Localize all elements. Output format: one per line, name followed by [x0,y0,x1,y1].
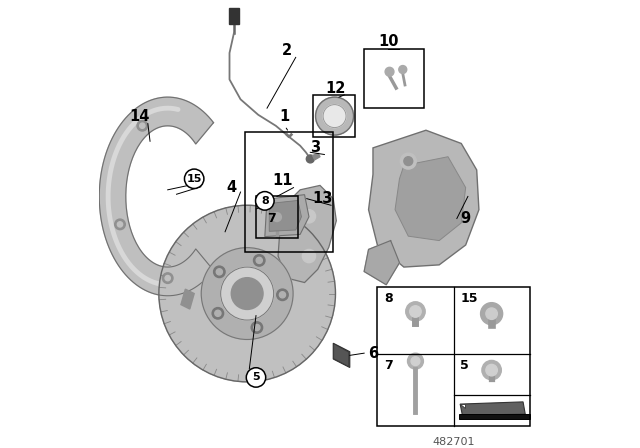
Text: 12: 12 [325,81,346,96]
Circle shape [140,123,145,129]
Polygon shape [460,402,525,415]
Circle shape [307,155,314,163]
Circle shape [231,278,263,310]
Circle shape [408,353,424,369]
Text: 15: 15 [186,174,202,184]
Text: 2: 2 [282,43,292,58]
Circle shape [410,306,421,317]
Circle shape [159,205,335,382]
Circle shape [486,364,497,376]
Circle shape [251,322,262,333]
Circle shape [201,248,293,340]
Circle shape [253,254,265,266]
Bar [364,48,424,108]
Polygon shape [99,97,214,296]
Circle shape [216,269,223,275]
Polygon shape [278,185,337,283]
Bar [228,8,239,24]
Circle shape [163,273,173,284]
Polygon shape [395,157,466,241]
Circle shape [482,361,501,380]
Text: 11: 11 [272,173,292,189]
Text: 1: 1 [280,109,290,125]
Bar [314,95,355,137]
Circle shape [411,357,420,366]
Circle shape [316,97,353,135]
Circle shape [302,210,316,223]
Text: 7: 7 [268,212,276,225]
Text: 4: 4 [227,180,237,195]
Bar [378,287,530,426]
Circle shape [481,303,502,325]
Text: 10: 10 [378,34,399,49]
Circle shape [117,222,123,227]
Circle shape [273,213,282,221]
Text: 8: 8 [261,196,269,206]
Circle shape [276,289,288,301]
Bar [459,414,531,418]
Text: 3: 3 [310,140,321,155]
Polygon shape [265,195,309,237]
Circle shape [212,308,223,319]
Circle shape [280,292,285,298]
Bar [245,133,333,252]
Circle shape [221,267,274,320]
Circle shape [323,105,346,128]
Text: 5: 5 [252,372,260,383]
Text: 5: 5 [460,359,469,372]
Text: 6: 6 [368,346,378,361]
Polygon shape [312,154,320,160]
Circle shape [184,169,204,189]
Circle shape [255,192,274,210]
Polygon shape [334,345,348,366]
Text: 14: 14 [129,109,149,125]
Polygon shape [269,200,301,231]
Circle shape [115,219,125,230]
Text: 15: 15 [460,292,477,305]
Circle shape [246,368,266,387]
Polygon shape [460,404,465,409]
Polygon shape [181,289,194,309]
Circle shape [254,324,260,331]
Circle shape [215,310,221,316]
Text: 13: 13 [312,191,332,206]
Text: 9: 9 [461,211,471,226]
Circle shape [406,302,425,321]
Circle shape [137,121,148,131]
Polygon shape [333,343,350,367]
Circle shape [302,250,316,263]
Circle shape [399,65,407,73]
Text: 8: 8 [384,292,392,305]
Circle shape [486,308,497,319]
Circle shape [404,157,413,166]
Circle shape [256,257,262,263]
Bar [256,196,298,238]
Circle shape [401,153,416,169]
Polygon shape [369,130,479,267]
Circle shape [385,67,394,76]
Polygon shape [364,241,399,285]
Circle shape [214,266,225,278]
Text: 7: 7 [384,359,393,372]
Circle shape [165,276,170,281]
Text: 482701: 482701 [432,437,475,447]
